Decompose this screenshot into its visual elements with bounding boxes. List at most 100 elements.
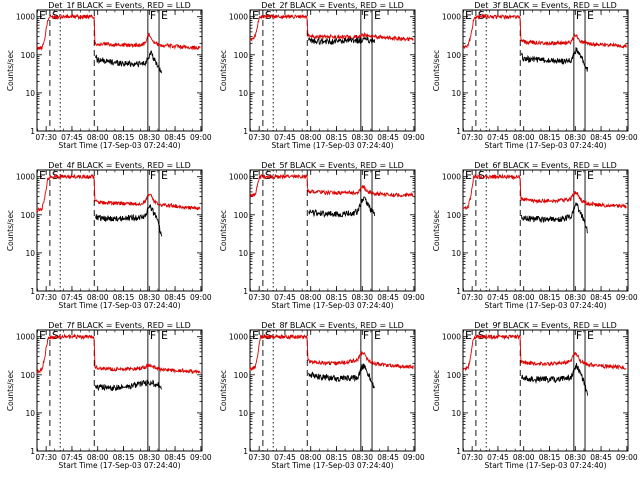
x-tick-label: 07:30 (248, 133, 270, 142)
plot-title: Det_2f BLACK = Events, RED = LLD (261, 1, 404, 10)
x-tick-label: 07:30 (35, 133, 57, 142)
y-axis-label: Counts/sec (6, 50, 15, 91)
event-marker-label: E (374, 9, 381, 22)
lld-series-line (36, 13, 201, 51)
y-tick-label: 100 (234, 211, 249, 220)
event-marker-label: E (161, 169, 168, 182)
events-series-line (520, 362, 589, 396)
y-tick-label: 1000 (442, 173, 461, 182)
event-marker-label: E (161, 329, 168, 342)
y-tick-label: 10 (238, 249, 248, 258)
x-tick-label: 09:00 (190, 293, 212, 302)
x-tick-label: 07:45 (61, 293, 83, 302)
x-tick-label: 08:15 (539, 293, 561, 302)
y-tick-label: 100 (21, 211, 36, 220)
x-tick-label: 09:00 (616, 133, 638, 142)
plot-title: Det_5f BLACK = Events, RED = LLD (261, 161, 404, 170)
y-tick-label: 100 (21, 371, 36, 380)
detector-panel: Det_2f BLACK = Events, RED = LLD 1 10 100 10… (219, 1, 425, 150)
y-tick-label: 1000 (229, 333, 248, 342)
x-tick-label: 07:45 (274, 293, 296, 302)
y-tick-label: 10 (451, 409, 461, 418)
x-tick-label: 07:30 (461, 133, 483, 142)
plot-frame (36, 169, 203, 292)
x-tick-label: 09:00 (403, 453, 425, 462)
y-tick-label: 1 (243, 127, 248, 136)
event-marker-label: E (374, 329, 381, 342)
plot-frame (36, 9, 203, 132)
y-axis-label: Counts/sec (432, 50, 441, 91)
lld-series-line (462, 333, 627, 372)
event-marker-label: E (465, 329, 472, 342)
x-tick-label: 08:15 (326, 133, 348, 142)
x-tick-label: 08:15 (539, 453, 561, 462)
x-tick-label: 07:30 (461, 453, 483, 462)
detector-panel: Det_6f BLACK = Events, RED = LLD 1 10 100 10… (432, 161, 638, 310)
x-tick-label: 08:45 (164, 293, 186, 302)
x-tick-label: 08:45 (377, 453, 399, 462)
y-tick-label: 1000 (229, 13, 248, 22)
detector-panel: Det_8f BLACK = Events, RED = LLD 1 10 100 10… (219, 321, 425, 470)
y-tick-label: 100 (21, 51, 36, 60)
y-axis-label: Counts/sec (432, 210, 441, 251)
detector-panel: Det_7f BLACK = Events, RED = LLD 1 10 100 10… (6, 321, 212, 470)
y-tick-label: 10 (25, 409, 35, 418)
event-marker-label: E (374, 169, 381, 182)
x-tick-label: 08:30 (351, 453, 373, 462)
event-marker-label: E (252, 169, 259, 182)
event-marker-label: F (576, 329, 582, 342)
x-tick-label: 07:45 (61, 133, 83, 142)
x-tick-label: 07:45 (487, 133, 509, 142)
x-tick-label: 08:30 (138, 293, 160, 302)
y-axis-label: Counts/sec (432, 370, 441, 411)
x-tick-label: 07:30 (461, 293, 483, 302)
y-tick-label: 1000 (229, 173, 248, 182)
x-axis-label: Start Time (17-Sep-03 07:24:40) (272, 461, 394, 470)
x-tick-label: 09:00 (190, 453, 212, 462)
y-tick-label: 10 (451, 89, 461, 98)
x-tick-label: 07:30 (35, 293, 57, 302)
event-marker-label: E (161, 9, 168, 22)
x-axis-label: Start Time (17-Sep-03 07:24:40) (59, 301, 181, 310)
plot-title: Det_6f BLACK = Events, RED = LLD (474, 161, 617, 170)
x-tick-label: 07:30 (248, 293, 270, 302)
event-marker-label: E (587, 9, 594, 22)
y-tick-label: 1 (30, 127, 35, 136)
y-tick-label: 10 (25, 249, 35, 258)
x-tick-label: 08:30 (564, 293, 586, 302)
y-axis-label: Counts/sec (219, 210, 228, 251)
x-tick-label: 08:45 (164, 133, 186, 142)
y-tick-label: 100 (234, 371, 249, 380)
x-tick-label: 08:45 (590, 133, 612, 142)
x-axis-label: Start Time (17-Sep-03 07:24:40) (59, 461, 181, 470)
y-tick-label: 1000 (16, 173, 35, 182)
detector-panel: Det_3f BLACK = Events, RED = LLD 1 10 100 10… (432, 1, 638, 150)
event-marker-label: S (52, 169, 59, 182)
event-marker-label: E (39, 9, 46, 22)
plot-title: Det_4f BLACK = Events, RED = LLD (48, 161, 191, 170)
event-marker-label: F (576, 9, 582, 22)
event-marker-label: E (587, 329, 594, 342)
x-tick-label: 07:30 (248, 453, 270, 462)
plot-title: Det_8f BLACK = Events, RED = LLD (261, 321, 404, 330)
plot-frame (462, 329, 629, 452)
x-tick-label: 08:00 (87, 133, 109, 142)
x-tick-label: 09:00 (616, 453, 638, 462)
y-tick-label: 10 (451, 249, 461, 258)
plot-frame (249, 329, 416, 452)
event-marker-label: F (150, 329, 156, 342)
y-axis-label: Counts/sec (6, 210, 15, 251)
x-tick-label: 09:00 (616, 293, 638, 302)
y-tick-label: 100 (234, 51, 249, 60)
detector-panel: Det_1f BLACK = Events, RED = LLD 1 10 100 10… (6, 1, 212, 150)
x-tick-label: 07:45 (487, 293, 509, 302)
x-axis-label: Start Time (17-Sep-03 07:24:40) (485, 461, 607, 470)
x-tick-label: 09:00 (403, 293, 425, 302)
events-series-line (520, 202, 589, 234)
y-tick-label: 100 (447, 371, 462, 380)
events-series-line (94, 50, 163, 74)
event-marker-label: S (265, 329, 272, 342)
event-marker-label: S (478, 329, 485, 342)
x-tick-label: 08:00 (513, 133, 535, 142)
